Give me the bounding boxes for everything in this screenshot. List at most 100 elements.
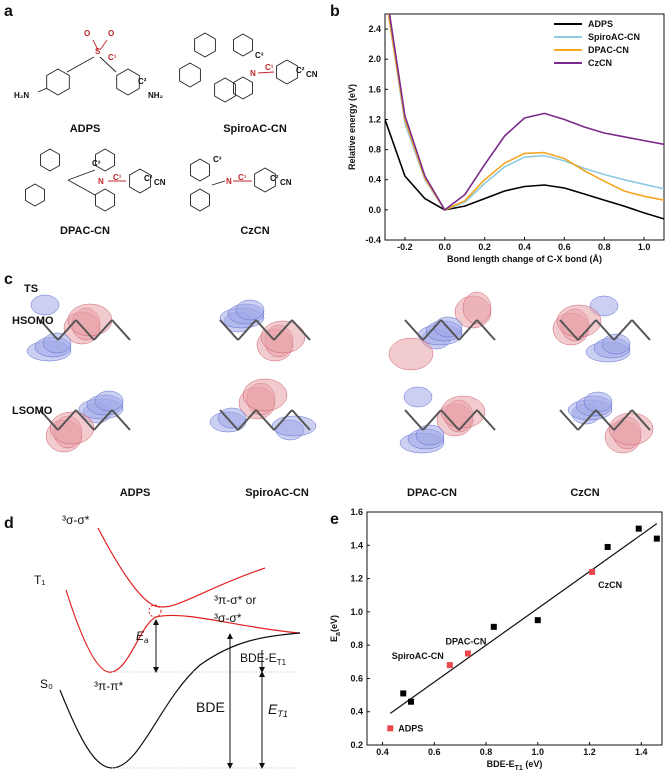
y-axis-label: Ea(eV) xyxy=(329,615,342,642)
bond xyxy=(211,180,226,186)
orbital-lobe xyxy=(30,294,60,316)
x-tick-label: 0.6 xyxy=(428,747,441,757)
point xyxy=(653,535,660,542)
label-main: E xyxy=(268,701,278,717)
diagram-label: Ea xyxy=(136,629,149,645)
molecule-skeleton xyxy=(75,409,95,431)
point xyxy=(635,525,642,532)
y-tick-label: 2.4 xyxy=(368,24,381,34)
orbital-lobe xyxy=(242,378,288,412)
point xyxy=(407,698,414,705)
molecule-skeleton xyxy=(75,319,95,341)
atom-label: C² xyxy=(144,174,153,183)
molecule-skeleton xyxy=(111,319,131,341)
label-sub: a xyxy=(144,636,149,645)
molecule-skeleton xyxy=(273,409,293,431)
legend-label: ADPS xyxy=(588,19,613,29)
point-label: CzCN xyxy=(598,580,622,590)
x-tick-label: 0.0 xyxy=(439,242,452,252)
ring xyxy=(40,148,60,172)
atom-label: NH₂ xyxy=(148,91,164,100)
molecule-skeleton xyxy=(404,319,424,341)
x-axis-label: Bond length change of C-X bond (Å) xyxy=(447,254,602,264)
bond xyxy=(99,56,117,73)
orbital-lobe xyxy=(403,386,433,408)
orbital-lobe xyxy=(388,337,434,371)
x-tick-label: 0.2 xyxy=(478,242,491,252)
upper-curve xyxy=(97,527,266,608)
label-sub: T1 xyxy=(515,765,523,772)
atom-label: C¹ xyxy=(265,63,274,72)
y-tick-label: 0.0 xyxy=(368,205,381,215)
bond xyxy=(66,56,95,73)
label-unit: (eV) xyxy=(523,759,543,769)
y-tick-label: 1.6 xyxy=(368,84,381,94)
ring xyxy=(95,188,115,212)
y-tick-label: 1.0 xyxy=(350,607,363,617)
ring xyxy=(194,32,216,58)
atom-label: C² xyxy=(270,174,279,183)
panel-label: a xyxy=(4,3,13,20)
y-tick-label: 1.2 xyxy=(368,114,381,124)
molecule-skeleton xyxy=(595,409,615,431)
energy-diagram xyxy=(59,527,301,769)
ring xyxy=(116,68,140,96)
molecule-name: CzCN xyxy=(240,225,269,237)
molecule-skeleton xyxy=(613,319,633,341)
t1-curve xyxy=(65,589,301,673)
x-tick-label: 0.6 xyxy=(558,242,571,252)
ring xyxy=(95,148,115,172)
point xyxy=(400,690,407,697)
molecule-skeleton xyxy=(237,319,257,341)
row-label: TS xyxy=(24,283,38,295)
orbital-lobe xyxy=(462,291,492,325)
orbital-lobe xyxy=(94,390,124,412)
molecule-skeleton xyxy=(93,319,113,341)
x-tick-label: 0.4 xyxy=(518,242,531,252)
atom-label: H₂N xyxy=(14,91,29,100)
point-label: ADPS xyxy=(398,723,423,733)
column-label: ADPS xyxy=(120,487,151,499)
y-tick-label: 1.2 xyxy=(350,574,363,584)
molecule-skeleton xyxy=(255,409,275,431)
diagram-label: ³π-π* xyxy=(94,679,124,693)
y-tick-label: 0.8 xyxy=(350,640,363,650)
point xyxy=(589,568,596,575)
ring xyxy=(25,183,45,207)
y-tick-label: 0.8 xyxy=(368,145,381,155)
bond xyxy=(99,39,108,51)
diagram-label: T₁ xyxy=(34,573,45,587)
molecule-skeleton xyxy=(577,409,597,431)
molecule-skeleton xyxy=(458,319,478,341)
s0-curve xyxy=(59,632,301,769)
molecule-skeleton xyxy=(595,319,615,341)
molecule-skeleton xyxy=(631,409,651,431)
label-unit: (eV) xyxy=(329,615,339,632)
y-tick-label: 2.0 xyxy=(368,54,381,64)
y-tick-label: -0.4 xyxy=(365,235,381,245)
molecule-name: DPAC-CN xyxy=(60,225,110,237)
fit-line xyxy=(389,523,658,714)
ring xyxy=(129,168,151,194)
molecule-skeleton xyxy=(559,319,579,341)
y-tick-label: 0.2 xyxy=(350,740,363,750)
bond xyxy=(67,169,96,181)
atom-label: C³ xyxy=(92,159,101,168)
molecule-skeleton xyxy=(577,319,597,341)
x-tick-label: 1.4 xyxy=(635,747,648,757)
label-main: E xyxy=(329,636,339,642)
orbital-lobe xyxy=(42,332,72,354)
x-tick-label: 1.0 xyxy=(532,747,545,757)
ring xyxy=(233,33,253,57)
point xyxy=(604,543,611,550)
charts: -0.2 0.0 0.2 0.4 0.6 0.8 1.0 -0.4 0.0 0.4 0.8 1.2 1.… xyxy=(329,13,665,772)
panel-label: b xyxy=(330,3,340,20)
point xyxy=(534,617,541,624)
legend-label: CzCN xyxy=(588,58,612,68)
orbital-images xyxy=(26,291,654,454)
molecule-skeleton xyxy=(631,319,651,341)
atom-label: C³ xyxy=(213,155,222,164)
line-series xyxy=(385,119,664,220)
molecule-skeleton xyxy=(237,409,257,431)
